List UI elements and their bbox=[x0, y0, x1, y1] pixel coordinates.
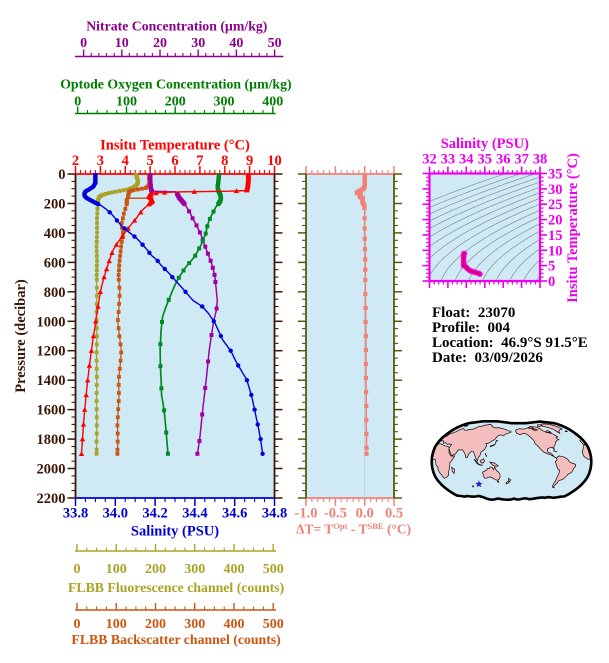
svg-text:7: 7 bbox=[196, 153, 203, 169]
svg-text:400: 400 bbox=[44, 226, 66, 242]
svg-text:15: 15 bbox=[548, 228, 563, 244]
svg-text:500: 500 bbox=[263, 562, 284, 577]
svg-text:34: 34 bbox=[459, 152, 474, 168]
svg-text:500: 500 bbox=[263, 617, 284, 632]
svg-text:1000: 1000 bbox=[37, 314, 66, 330]
svg-text:1400: 1400 bbox=[37, 373, 66, 389]
svg-text:10: 10 bbox=[548, 243, 563, 259]
svg-text:20: 20 bbox=[548, 213, 563, 229]
svg-text:4: 4 bbox=[122, 153, 129, 169]
svg-text:0.5: 0.5 bbox=[385, 506, 403, 522]
svg-text:Salinity (PSU): Salinity (PSU) bbox=[131, 524, 219, 540]
svg-text:0: 0 bbox=[80, 36, 87, 51]
svg-text:200: 200 bbox=[145, 562, 166, 577]
svg-text:30: 30 bbox=[548, 182, 563, 198]
svg-text:600: 600 bbox=[44, 255, 66, 271]
svg-text:0: 0 bbox=[548, 274, 555, 290]
svg-text:FLBB Backscatter channel (coun: FLBB Backscatter channel (counts) bbox=[71, 632, 280, 648]
svg-text:20: 20 bbox=[153, 36, 167, 51]
svg-text:FLBB Fluorescence channel (cou: FLBB Fluorescence channel (counts) bbox=[68, 580, 284, 596]
svg-text:33: 33 bbox=[441, 152, 456, 168]
svg-text:Pressure (decibar): Pressure (decibar) bbox=[13, 279, 29, 393]
svg-text:1200: 1200 bbox=[37, 344, 66, 360]
svg-text:300: 300 bbox=[184, 562, 205, 577]
svg-text:Profile: 004: Profile: 004 bbox=[432, 320, 511, 336]
svg-text:32: 32 bbox=[422, 152, 437, 168]
svg-text:Float: 23070: Float: 23070 bbox=[432, 305, 515, 321]
svg-text:36: 36 bbox=[496, 152, 511, 168]
svg-text:Date: 03/09/2026: Date: 03/09/2026 bbox=[432, 350, 543, 366]
svg-text:100: 100 bbox=[106, 562, 127, 577]
svg-text:34.2: 34.2 bbox=[142, 506, 167, 522]
svg-text:100: 100 bbox=[106, 617, 127, 632]
svg-text:100: 100 bbox=[116, 95, 137, 110]
svg-text:34.6: 34.6 bbox=[222, 506, 247, 522]
svg-text:34.0: 34.0 bbox=[103, 506, 128, 522]
svg-text:800: 800 bbox=[44, 285, 66, 301]
svg-text:3: 3 bbox=[97, 153, 104, 169]
svg-text:Insitu Temperature (°C): Insitu Temperature (°C) bbox=[100, 138, 250, 154]
svg-text:2000: 2000 bbox=[37, 462, 66, 478]
svg-text:33.8: 33.8 bbox=[63, 506, 88, 522]
svg-text:5: 5 bbox=[548, 259, 555, 275]
svg-text:40: 40 bbox=[229, 36, 243, 51]
svg-text:2200: 2200 bbox=[37, 491, 66, 507]
svg-text:Optode Oxygen Concentration (µ: Optode Oxygen Concentration (µm/kg) bbox=[60, 77, 291, 93]
svg-text:400: 400 bbox=[224, 562, 245, 577]
svg-text:37: 37 bbox=[514, 152, 529, 168]
svg-text:2: 2 bbox=[72, 153, 79, 169]
svg-text:300: 300 bbox=[214, 95, 235, 110]
svg-text:50: 50 bbox=[268, 36, 282, 51]
svg-text:200: 200 bbox=[145, 617, 166, 632]
svg-text:Salinity (PSU): Salinity (PSU) bbox=[441, 136, 529, 152]
svg-text:-1.0: -1.0 bbox=[295, 506, 318, 522]
svg-text:6: 6 bbox=[171, 153, 178, 169]
svg-text:0: 0 bbox=[74, 617, 81, 632]
svg-text:5: 5 bbox=[146, 153, 153, 169]
svg-text:25: 25 bbox=[548, 197, 563, 213]
svg-text:Nitrate Concentration (µm/kg): Nitrate Concentration (µm/kg) bbox=[86, 19, 267, 35]
svg-text:9: 9 bbox=[246, 153, 253, 169]
svg-text:300: 300 bbox=[184, 617, 205, 632]
svg-text:0: 0 bbox=[74, 95, 81, 110]
svg-text:30: 30 bbox=[191, 36, 205, 51]
svg-text:ΔT= TOpt - TSBE (°C): ΔT= TOpt - TSBE (°C) bbox=[296, 521, 411, 537]
svg-text:200: 200 bbox=[165, 95, 186, 110]
svg-text:10: 10 bbox=[267, 153, 282, 169]
svg-text:10: 10 bbox=[115, 36, 129, 51]
svg-text:0: 0 bbox=[74, 562, 81, 577]
svg-text:34.8: 34.8 bbox=[262, 506, 287, 522]
svg-text:400: 400 bbox=[262, 95, 283, 110]
svg-text:0: 0 bbox=[58, 167, 65, 183]
svg-text:400: 400 bbox=[224, 617, 245, 632]
svg-text:34.4: 34.4 bbox=[182, 506, 207, 522]
svg-text:35: 35 bbox=[548, 167, 563, 183]
svg-text:38: 38 bbox=[533, 152, 548, 168]
svg-text:Insitu Temperature (°C): Insitu Temperature (°C) bbox=[565, 153, 581, 303]
svg-text:1800: 1800 bbox=[37, 432, 66, 448]
svg-text:35: 35 bbox=[478, 152, 493, 168]
svg-text:200: 200 bbox=[44, 197, 66, 213]
svg-text:0.0: 0.0 bbox=[356, 506, 374, 522]
svg-text:1600: 1600 bbox=[37, 403, 66, 419]
svg-text:Location: 46.9°S 91.5°E: Location: 46.9°S 91.5°E bbox=[432, 335, 588, 351]
svg-text:8: 8 bbox=[221, 153, 228, 169]
svg-text:-0.5: -0.5 bbox=[324, 506, 347, 522]
